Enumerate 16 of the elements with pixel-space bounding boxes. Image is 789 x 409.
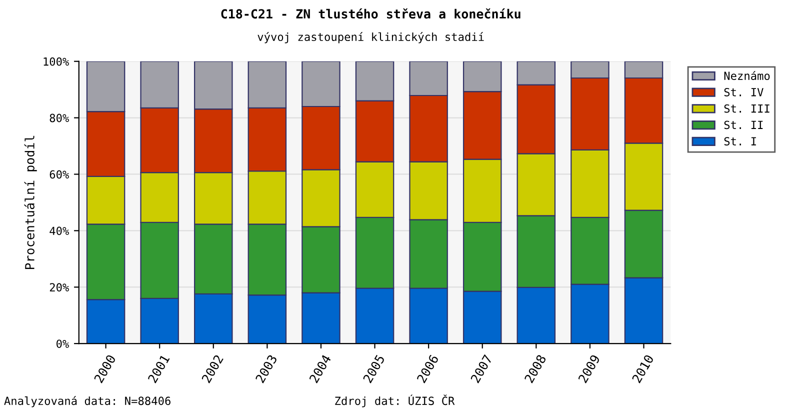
legend-label: Neznámo: [724, 70, 770, 80]
y-axis-title: Procentuální podíl: [24, 136, 37, 269]
text: Zdroj dat: ÚZIS ČR: [335, 394, 455, 408]
legend-label: St. II: [724, 120, 763, 130]
y-tick-label: 40%: [50, 226, 69, 236]
chart-title: C18-C21 - ZN tlustého střeva a konečníku: [221, 8, 520, 19]
chart-subtitle: vývoj zastoupení klinických stadií: [258, 32, 484, 44]
y-tick-label: 80%: [50, 114, 69, 122]
y-tick-label: 60%: [50, 170, 69, 179]
y-tick-label: 0%: [56, 340, 69, 348]
y-tick-label: 100%: [44, 57, 69, 66]
legend-label: St. III: [724, 104, 770, 113]
text: Analyzovaná data: N=88406: [4, 396, 170, 408]
legend-label: St. IV: [724, 88, 764, 96]
y-tick-label: 20%: [50, 283, 69, 292]
legend-label: St. I: [724, 137, 756, 146]
